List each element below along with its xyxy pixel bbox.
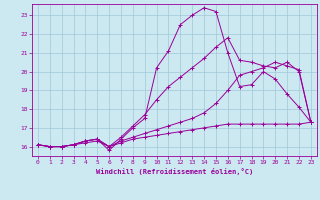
X-axis label: Windchill (Refroidissement éolien,°C): Windchill (Refroidissement éolien,°C) [96, 168, 253, 175]
